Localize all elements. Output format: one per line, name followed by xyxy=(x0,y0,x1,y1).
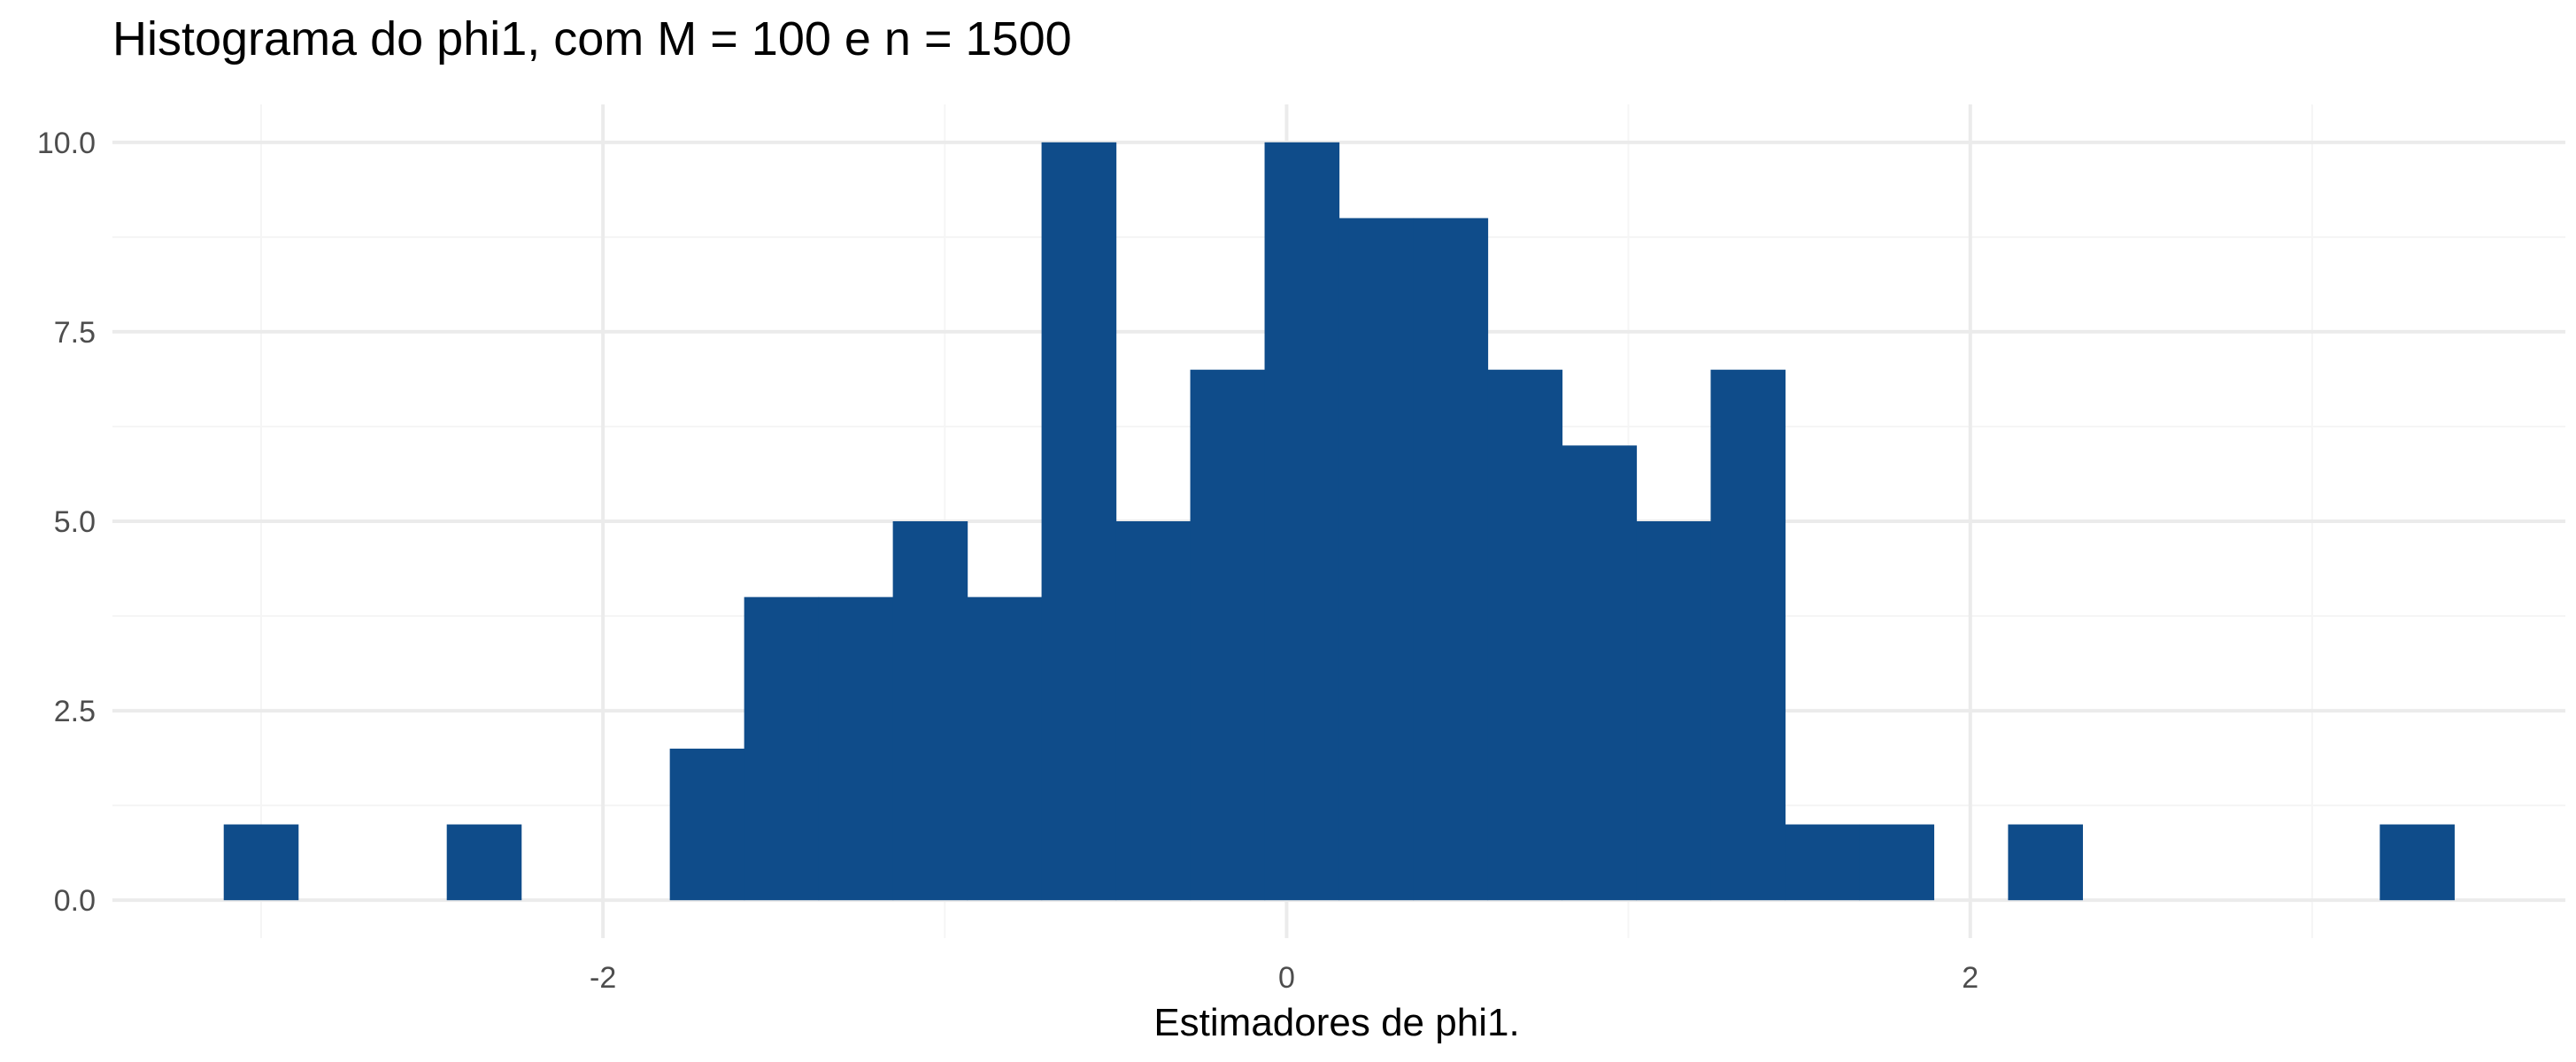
histogram-bar xyxy=(892,521,968,901)
x-axis-title: Estimadores de phi1. xyxy=(1153,1001,1519,1044)
histogram-bar xyxy=(669,748,745,901)
histogram-bar xyxy=(967,596,1043,901)
histogram-bar xyxy=(1115,521,1192,901)
histogram-bar xyxy=(1636,521,1712,901)
histogram-bar xyxy=(1041,142,1117,901)
chart-title: Histograma do phi1, com M = 100 e n = 15… xyxy=(112,12,1072,65)
histogram-bar xyxy=(818,596,894,901)
x-tick-label: 2 xyxy=(1962,961,1978,995)
histogram-bar xyxy=(1413,218,1489,901)
histogram-bar xyxy=(223,824,299,901)
histogram-bar xyxy=(744,596,820,901)
x-tick-label: -2 xyxy=(590,961,616,995)
histogram-bar xyxy=(1190,369,1266,901)
histogram-bar xyxy=(2008,824,2084,901)
y-tick-label: 10.0 xyxy=(37,127,96,160)
tick-labels-layer: -2 0 2 0.0 2.5 5.0 7.5 10.0 xyxy=(37,127,1978,995)
histogram-bar xyxy=(1562,445,1638,901)
y-tick-label: 2.5 xyxy=(54,695,96,728)
histogram-bar xyxy=(2379,824,2455,901)
histogram-bar xyxy=(1785,824,1861,901)
histogram-bar xyxy=(446,824,522,901)
histogram-bar xyxy=(1859,824,1935,901)
y-tick-label: 0.0 xyxy=(54,884,96,918)
y-tick-label: 7.5 xyxy=(54,316,96,350)
histogram-bar xyxy=(1487,369,1563,901)
histogram-bar xyxy=(1710,369,1786,901)
bars-layer xyxy=(223,142,2455,901)
histogram-bar xyxy=(1338,218,1415,901)
y-tick-label: 5.0 xyxy=(54,505,96,539)
histogram-bar xyxy=(1264,142,1340,901)
x-tick-label: 0 xyxy=(1278,961,1295,995)
